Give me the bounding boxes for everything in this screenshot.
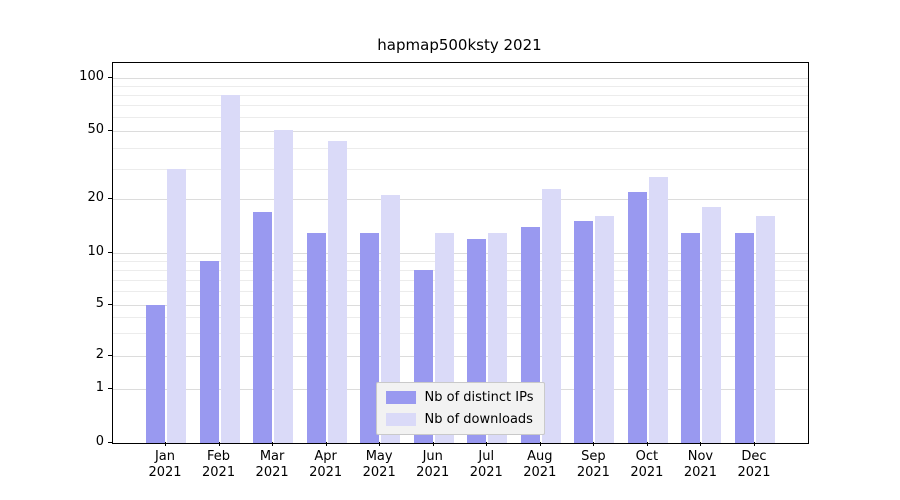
x-tick-mark	[432, 442, 434, 446]
x-tick-label-oct: Oct 2021	[630, 449, 664, 480]
x-tick-mark	[593, 442, 595, 446]
y-tick-label-10: 10	[87, 244, 104, 259]
bar-downloads-jan	[167, 168, 186, 443]
y-tick-mark	[108, 354, 112, 356]
bar-distinct-ips-mar	[253, 211, 273, 443]
x-tick-label-aug: Aug 2021	[523, 449, 557, 480]
gridline-major	[113, 253, 808, 254]
gridline-major	[113, 131, 808, 133]
x-tick-label-jul: Jul 2021	[469, 449, 503, 480]
x-tick-mark	[218, 442, 220, 446]
gridline-minor	[113, 94, 808, 96]
gridline-major	[113, 199, 808, 201]
x-tick-label-may: May 2021	[362, 449, 396, 480]
bar-distinct-ips-oct	[627, 191, 647, 443]
bar-downloads-may	[381, 195, 401, 443]
gridline-minor	[113, 260, 808, 262]
gridline-minor	[113, 117, 808, 119]
y-tick-label-5: 5	[95, 296, 104, 312]
bar-downloads-oct	[648, 176, 668, 443]
x-tick-label-apr: Apr 2021	[309, 449, 343, 480]
y-tick-mark	[108, 304, 112, 306]
bar-downloads-apr	[327, 140, 347, 443]
y-tick-mark	[108, 198, 112, 200]
y-tick-label-2: 2	[95, 346, 104, 362]
y-tick-label-0: 0	[95, 434, 104, 449]
bar-distinct-ips-apr	[306, 232, 326, 443]
y-tick-label-100: 100	[79, 68, 104, 84]
gridline-minor	[113, 291, 808, 293]
x-tick-label-mar: Mar 2021	[255, 449, 289, 480]
x-tick-mark	[539, 442, 541, 446]
x-tick-label-sep: Sep 2021	[576, 449, 610, 480]
y-tick-mark	[108, 76, 112, 78]
gridline-minor	[113, 269, 808, 271]
bar-downloads-aug	[541, 188, 561, 443]
y-tick-label-20: 20	[87, 190, 104, 206]
bar-downloads-nov	[702, 207, 722, 443]
x-tick-mark	[272, 442, 274, 446]
y-tick-mark	[108, 388, 112, 390]
y-tick-label-1: 1	[95, 380, 104, 396]
bar-downloads-dec	[755, 216, 775, 443]
x-tick-mark	[700, 442, 702, 446]
legend-item-distinct-ips: Nb of distinct IPs	[385, 390, 534, 405]
x-tick-label-feb: Feb 2021	[202, 449, 236, 480]
gridline-minor	[113, 85, 808, 87]
chart-title: hapmap500ksty 2021	[377, 36, 542, 54]
x-tick-label-jun: Jun 2021	[416, 449, 450, 480]
x-tick-mark	[486, 442, 488, 446]
bar-downloads-sep	[595, 216, 615, 443]
legend: Nb of distinct IPs Nb of downloads	[375, 382, 546, 435]
bar-distinct-ips-feb	[199, 260, 219, 443]
y-tick-label-50: 50	[87, 122, 104, 138]
bar-downloads-mar	[274, 129, 294, 443]
bar-distinct-ips-sep	[574, 221, 594, 443]
plot-area: Nb of distinct IPs Nb of downloads	[112, 62, 809, 444]
x-tick-label-nov: Nov 2021	[683, 449, 717, 480]
x-tick-mark	[646, 442, 648, 446]
bar-downloads-feb	[220, 94, 240, 443]
x-tick-mark	[753, 442, 755, 446]
x-tick-label-jan: Jan 2021	[148, 449, 182, 480]
legend-swatch-downloads-icon	[385, 413, 416, 426]
x-tick-mark	[379, 442, 381, 446]
bar-distinct-ips-may	[360, 232, 380, 443]
legend-item-downloads: Nb of downloads	[385, 412, 534, 427]
gridline-minor	[113, 105, 808, 107]
gridline-major	[113, 77, 808, 79]
y-tick-mark	[108, 252, 112, 253]
bar-distinct-ips-nov	[681, 232, 701, 443]
gridline-minor	[113, 147, 808, 149]
x-tick-mark	[165, 442, 166, 446]
bar-distinct-ips-jan	[146, 305, 165, 443]
y-tick-mark	[108, 130, 112, 132]
gridline-major	[113, 355, 808, 357]
gridline-minor	[113, 279, 808, 281]
gridline-minor	[113, 317, 808, 319]
x-tick-label-dec: Dec 2021	[737, 449, 771, 480]
legend-label-downloads: Nb of downloads	[424, 412, 533, 427]
bar-distinct-ips-dec	[734, 232, 754, 443]
x-tick-mark	[325, 442, 327, 446]
gridline-minor	[113, 168, 808, 170]
legend-swatch-distinct-ips-icon	[385, 391, 416, 404]
legend-label-distinct-ips: Nb of distinct IPs	[424, 390, 534, 405]
gridline-minor	[113, 333, 808, 335]
gridline-major	[113, 305, 808, 307]
y-tick-mark	[108, 442, 112, 443]
